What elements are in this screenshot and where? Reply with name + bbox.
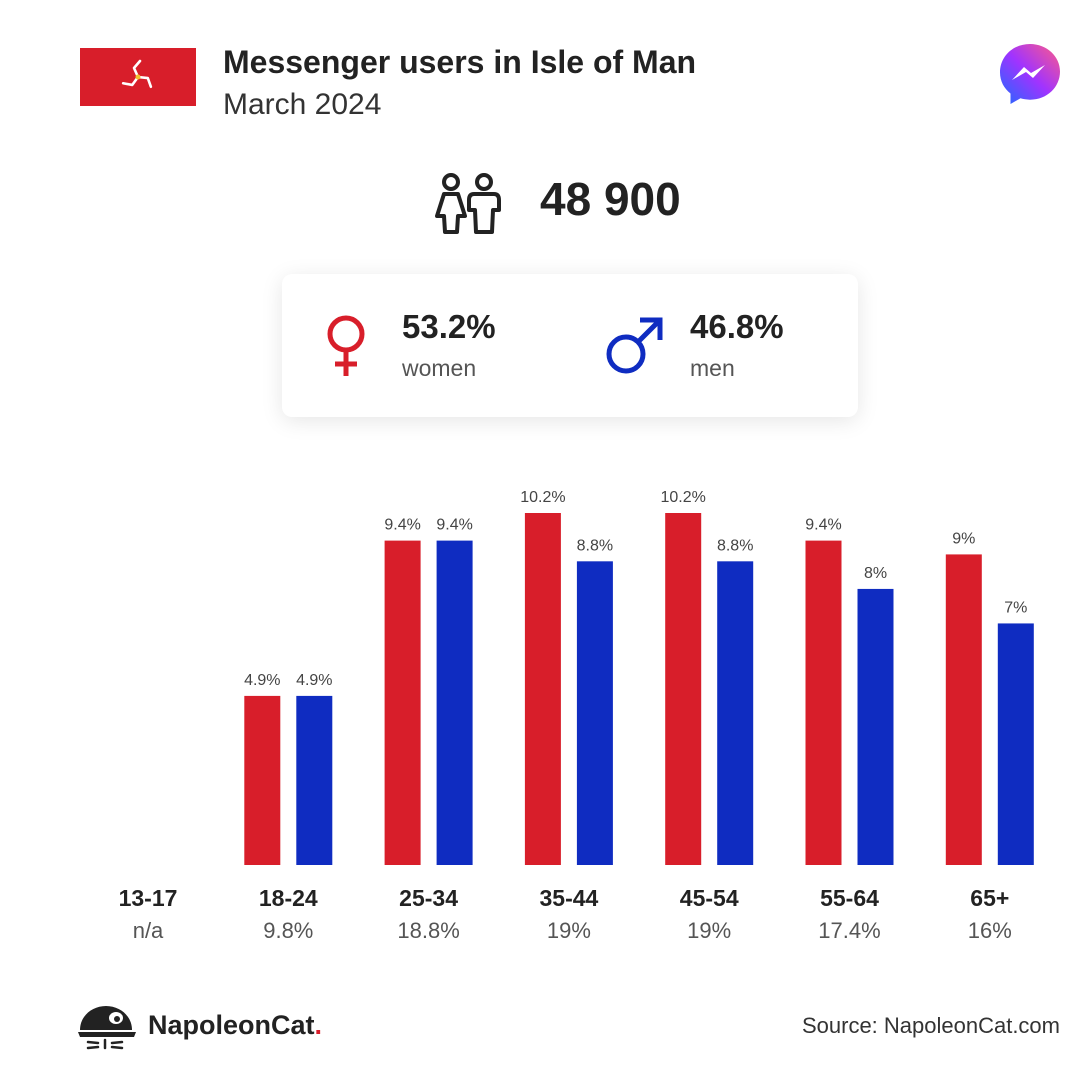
bar-65+-men xyxy=(997,623,1034,865)
bar-value-label: 10.2% xyxy=(661,489,706,506)
men-label: men xyxy=(690,355,735,381)
bar-55-64-men xyxy=(857,588,894,865)
age-gender-bar-chart: 13-17 n/a 4.9% 4.9% 18-24 9.8% 9.4% 9.4% 25-34 18… xyxy=(119,489,1034,943)
bar-25-34-women xyxy=(384,540,421,865)
source-credit: Source: NapoleonCat.com xyxy=(801,1013,1060,1038)
age-category-total: 17.4% xyxy=(818,918,880,943)
men-percentage: 46.8% xyxy=(690,308,784,345)
age-category-label: 65+ xyxy=(970,885,1009,911)
bar-65+-women xyxy=(945,554,982,865)
age-category-label: 35-44 xyxy=(539,885,598,911)
users-icon xyxy=(432,170,504,236)
bar-25-34-men xyxy=(436,540,473,865)
isle-of-man-flag xyxy=(80,48,196,106)
messenger-logo-icon xyxy=(998,42,1062,106)
bar-value-label: 9.4% xyxy=(436,517,472,534)
bar-value-label: 9% xyxy=(952,530,975,547)
bar-45-54-men xyxy=(717,561,754,865)
male-symbol-icon xyxy=(602,310,664,390)
women-percentage: 53.2% xyxy=(402,308,496,345)
napoleoncat-logo-icon xyxy=(76,1000,138,1052)
bar-18-24-men xyxy=(296,695,333,865)
age-category-label: 45-54 xyxy=(680,885,739,911)
bar-value-label: 7% xyxy=(1004,599,1027,616)
bar-value-label: 9.4% xyxy=(805,517,841,534)
bar-value-label: 8.8% xyxy=(717,537,753,554)
age-category-total: 18.8% xyxy=(397,918,459,943)
female-symbol-icon xyxy=(318,312,380,392)
brand-name: NapoleonCat. xyxy=(148,1010,322,1041)
age-category-total: 19% xyxy=(547,918,591,943)
bar-35-44-women xyxy=(524,513,561,865)
age-category-label: 13-17 xyxy=(119,885,178,911)
age-category-label: 55-64 xyxy=(820,885,879,911)
age-category-label: 18-24 xyxy=(259,885,318,911)
bar-45-54-women xyxy=(665,513,702,865)
page-title: Messenger users in Isle of Man xyxy=(223,44,697,80)
brand-name-text: NapoleonCat xyxy=(148,1010,315,1040)
age-category-label: 25-34 xyxy=(399,885,458,911)
bar-value-label: 8% xyxy=(864,565,887,582)
bar-value-label: 4.9% xyxy=(244,672,280,689)
age-category-total: 9.8% xyxy=(263,918,313,943)
page-subtitle: March 2024 xyxy=(223,88,382,121)
bar-value-label: 8.8% xyxy=(577,537,613,554)
women-label: women xyxy=(402,355,477,381)
gender-split-card: 53.2% women 46.8% men xyxy=(282,274,858,417)
age-category-total: n/a xyxy=(133,918,164,943)
brand-dot: . xyxy=(314,1010,323,1040)
bar-35-44-men xyxy=(576,561,613,865)
bar-value-label: 10.2% xyxy=(520,489,565,506)
age-category-total: 16% xyxy=(968,918,1012,943)
bar-value-label: 4.9% xyxy=(296,672,332,689)
bar-value-label: 9.4% xyxy=(384,517,420,534)
total-users-value: 48 900 xyxy=(540,173,681,225)
bar-55-64-women xyxy=(805,540,842,865)
bar-18-24-women xyxy=(244,695,281,865)
age-category-total: 19% xyxy=(687,918,731,943)
